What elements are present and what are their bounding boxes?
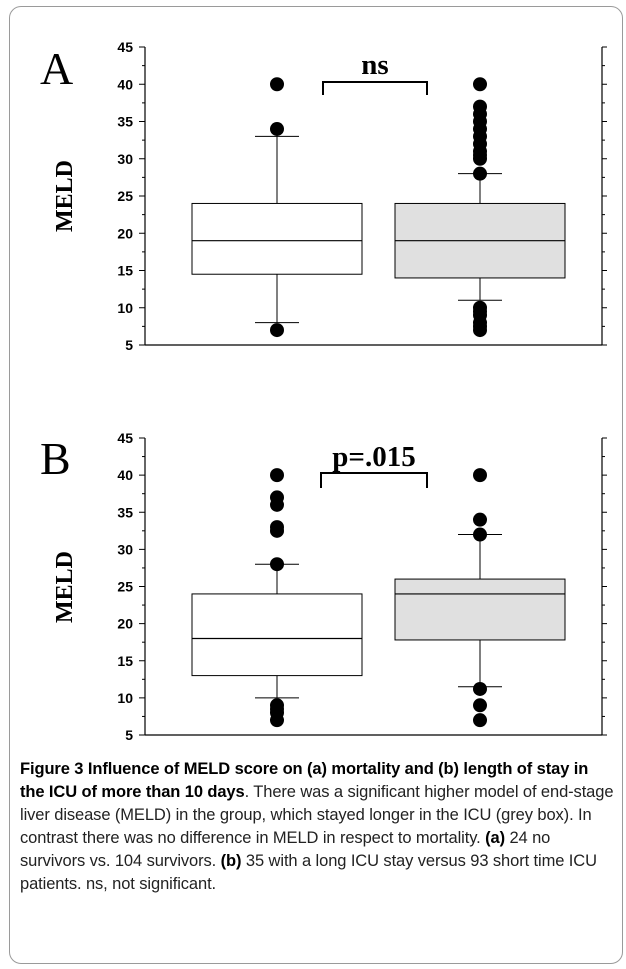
panel-b-box-1-outlier-point — [270, 557, 284, 572]
panel-a-box-2-outlier-point — [473, 166, 487, 181]
panel-a-box-1-outlier-point — [270, 323, 284, 338]
panel-a-tick-label: 45 — [117, 39, 133, 55]
panel-b-box-1-outlier-point — [270, 520, 284, 535]
panel-b-tick-label: 45 — [117, 430, 133, 446]
caption-body-2: 24 no survivors vs. 104 survivors. — [20, 829, 551, 870]
figure-caption: Figure 3 Influence of MELD score on (a) … — [20, 758, 616, 896]
box-plot-figure: 5 10 15 20 25 30 35 40 45 MELD ns 5 10 15 20 25 30 35 40 45… — [52, 39, 607, 743]
panel-a-box-1-iqr-box — [191, 202, 363, 275]
panel-a-box-2-outlier-point — [473, 300, 487, 315]
caption-ref-a: (a) — [485, 829, 505, 847]
panel-a-tick-label: 15 — [117, 263, 133, 279]
panel-b-box-1-outlier-point — [270, 468, 284, 483]
panel-a-tick-label: 5 — [125, 337, 133, 353]
panel-b-box-1-outlier-point — [270, 490, 284, 505]
panel-a-significance-annotation: ns — [361, 49, 388, 81]
panel-a-box-2-outlier-point — [473, 77, 487, 92]
panel-b-tick-label: 35 — [117, 504, 133, 520]
panel-b-box-1-iqr-box — [191, 593, 363, 677]
panel-b-tick-label: 30 — [117, 541, 133, 557]
panel-b-comparison-bracket — [320, 472, 428, 488]
panel-a-tick-label: 10 — [117, 300, 133, 316]
panel-label-a: A — [40, 43, 74, 94]
panel-b-tick-label: 25 — [117, 579, 133, 595]
caption-body-3: 35 with a long ICU stay versus 93 short … — [20, 852, 597, 893]
panel-a-box-2-outlier-point — [473, 99, 487, 114]
panel-b-box-2-outlier-point — [473, 527, 487, 542]
panel-b-box-2-outlier-point — [473, 713, 487, 728]
caption-ref-b: (b) — [220, 852, 242, 870]
panel-label-b: B — [40, 433, 71, 484]
panel-b-y-axis-label: MELD — [52, 551, 78, 623]
panel-b-significance-annotation: p=.015 — [332, 441, 415, 473]
panel-b-tick-label: 10 — [117, 690, 133, 706]
panel-b-box-1-outlier-point — [270, 698, 284, 713]
panel-b-tick-label: 5 — [125, 727, 133, 743]
panel-a-box-1-outlier-point — [270, 121, 284, 136]
panel-b-box-2-outlier-point — [473, 512, 487, 527]
panel-b-box-2-outlier-point — [473, 681, 487, 696]
panel-a-box-1-outlier-point — [270, 77, 284, 92]
panel-a-tick-label: 35 — [117, 114, 133, 130]
panel-b-tick-label: 40 — [117, 467, 133, 483]
panel-b-tick-label: 15 — [117, 653, 133, 669]
panel-a-comparison-bracket — [322, 81, 428, 95]
panel-b-box-2-outlier-point — [473, 468, 487, 483]
caption-title: Figure 3 Influence of MELD score on (a) … — [20, 760, 589, 801]
panel-b-tick-label: 20 — [117, 616, 133, 632]
panel-a-tick-label: 20 — [117, 225, 133, 241]
panel-a-tick-label: 40 — [117, 76, 133, 92]
panel-b-box-2-iqr-box — [394, 578, 566, 641]
figure-frame — [9, 6, 623, 964]
panel-a-tick-label: 25 — [117, 188, 133, 204]
panel-a-tick-label: 30 — [117, 151, 133, 167]
panel-a-y-axis-label: MELD — [52, 160, 78, 232]
panel-b-box-2-outlier-point — [473, 698, 487, 713]
caption-body-1: . There was a significant higher model o… — [20, 783, 614, 847]
